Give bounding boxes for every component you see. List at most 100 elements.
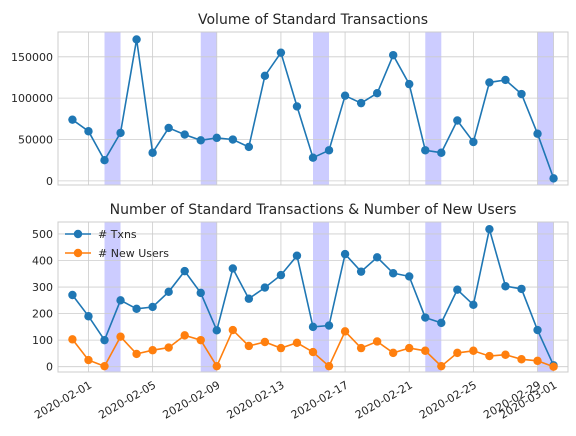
data-point	[116, 332, 125, 341]
data-point	[324, 146, 334, 155]
data-point	[388, 50, 398, 60]
data-point	[501, 350, 510, 359]
legend-marker	[73, 248, 83, 258]
data-point	[212, 361, 221, 371]
data-point	[517, 355, 526, 364]
x-tick-label: 2020-02-21	[353, 378, 415, 421]
data-point	[421, 313, 430, 322]
data-point	[180, 331, 189, 340]
y-tick-label: 150000	[11, 51, 53, 64]
data-point	[212, 326, 221, 335]
x-tick-label: 2020-02-01	[32, 378, 94, 421]
data-point	[276, 343, 286, 353]
data-point	[549, 174, 558, 183]
data-point	[228, 135, 238, 144]
x-tick-label: 2020-02-05	[96, 378, 158, 421]
data-point	[356, 267, 366, 276]
data-point	[517, 89, 526, 99]
legend-label: # New Users	[98, 247, 169, 260]
data-point	[100, 155, 109, 165]
data-point	[164, 287, 173, 297]
data-point	[196, 288, 205, 298]
data-point	[292, 251, 302, 260]
x-tick-label: 2020-02-13	[225, 378, 287, 421]
data-point	[388, 269, 398, 278]
weekend-span	[104, 222, 121, 372]
chart-title: Volume of Standard Transactions	[198, 12, 428, 28]
data-point	[453, 116, 462, 125]
weekend-span	[425, 222, 442, 372]
data-point	[84, 127, 93, 136]
weekend-span	[313, 32, 330, 185]
data-point	[437, 318, 446, 328]
chart-title: Number of Standard Transactions & Number…	[110, 202, 517, 218]
y-tick-label: 200	[32, 308, 53, 321]
data-point	[148, 302, 157, 312]
weekend-span	[200, 222, 217, 372]
data-point	[276, 270, 286, 280]
data-point	[324, 361, 334, 371]
data-point	[228, 264, 238, 273]
x-tick-label: 2020-02-25	[417, 378, 479, 421]
data-point	[84, 355, 93, 365]
y-tick-label: 50000	[18, 134, 53, 147]
data-point	[116, 296, 125, 305]
y-tick-label: 500	[32, 228, 53, 241]
weekend-span	[104, 32, 121, 185]
y-tick-label: 100	[32, 334, 53, 347]
data-point	[116, 128, 125, 138]
data-point	[340, 249, 350, 259]
data-point	[405, 272, 414, 281]
data-point	[469, 300, 478, 310]
data-point	[308, 153, 318, 162]
data-point	[148, 148, 157, 157]
data-point	[388, 348, 398, 358]
y-tick-label: 0	[46, 361, 53, 374]
data-point	[324, 321, 334, 330]
data-point	[437, 148, 446, 157]
data-point	[132, 35, 141, 44]
chart-panel-2: 0 100 200 300 400 500 Number of Standard Trans…	[32, 202, 569, 422]
legend-label: # Txns	[98, 228, 137, 241]
chart-panel-1: 0 50000 100000 150000 Volume of Standard Tra…	[11, 12, 569, 188]
data-point	[68, 290, 77, 300]
y-tick-label: 0	[46, 175, 53, 188]
data-point	[356, 343, 366, 353]
data-point	[485, 78, 494, 87]
data-point	[485, 224, 494, 234]
x-tick-label: 2020-02-17	[289, 378, 351, 421]
data-point	[421, 346, 430, 355]
data-point	[372, 337, 382, 346]
data-point	[276, 48, 286, 57]
data-point	[228, 325, 238, 335]
data-point	[148, 346, 157, 355]
weekend-span	[425, 32, 442, 185]
legend: # Txns # New Users	[65, 228, 169, 260]
data-point	[244, 294, 254, 303]
weekend-span	[537, 32, 554, 185]
data-point	[469, 137, 478, 147]
data-point	[84, 312, 93, 321]
plot-frame	[57, 31, 569, 186]
data-point	[164, 123, 173, 133]
data-point	[180, 130, 189, 139]
data-point	[212, 133, 221, 143]
data-point	[196, 335, 205, 345]
data-point	[372, 253, 382, 262]
data-point	[340, 327, 350, 336]
data-point	[501, 75, 510, 85]
data-point	[517, 284, 526, 294]
data-point	[533, 129, 542, 138]
data-point	[100, 361, 109, 371]
x-tick-label: 2020-02-09	[161, 378, 223, 421]
data-point	[405, 79, 414, 89]
data-point	[260, 71, 270, 81]
data-point	[164, 343, 173, 352]
data-point	[68, 115, 77, 124]
data-point	[244, 142, 254, 152]
data-point	[469, 346, 478, 355]
data-point	[68, 335, 77, 344]
data-point	[549, 362, 558, 371]
data-point	[372, 89, 382, 98]
